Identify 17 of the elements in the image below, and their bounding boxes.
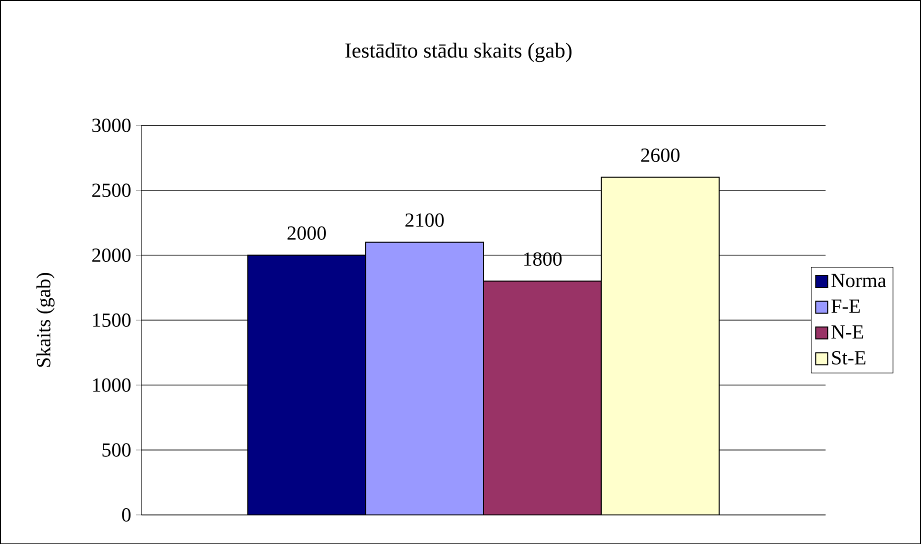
chart-title: Iestādīto stādu skaits (gab): [345, 42, 572, 62]
y-tick-label: 0: [122, 508, 131, 522]
y-tick-label: 2500: [92, 183, 131, 197]
y-tick-label: 2000: [92, 248, 131, 262]
data-label: 2600: [641, 148, 680, 162]
legend-label: Norma: [831, 274, 886, 288]
data-label: 2000: [288, 226, 326, 240]
y-tick-label: 1000: [93, 378, 131, 392]
y-tick-label: 3000: [92, 118, 131, 132]
legend-label: St-E: [832, 350, 866, 364]
legend-label: F-E: [831, 299, 860, 313]
data-label: 1800: [524, 252, 562, 266]
legend-label: N-E: [831, 325, 864, 338]
y-axis-title: Skaits (gab): [36, 272, 55, 367]
y-tick-label: 1500: [93, 313, 131, 327]
data-label: 2100: [405, 213, 444, 227]
y-tick-label: 500: [102, 443, 131, 457]
